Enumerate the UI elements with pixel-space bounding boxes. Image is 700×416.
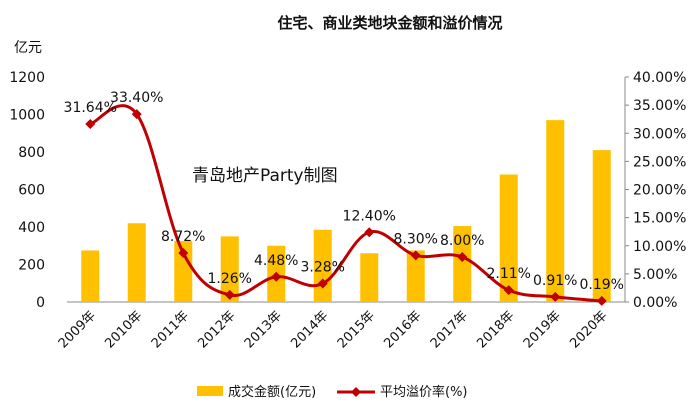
left-tick-label: 1000 bbox=[9, 108, 45, 124]
data-label: 1.26% bbox=[208, 271, 252, 287]
line-point-11 bbox=[550, 291, 561, 302]
x-tick-label: 2017年 bbox=[428, 308, 471, 351]
legend-line-label: 平均溢价率(%) bbox=[380, 384, 468, 400]
data-label: 8.72% bbox=[161, 229, 205, 245]
left-tick-label: 1200 bbox=[9, 70, 45, 86]
legend-bar-swatch bbox=[197, 386, 223, 396]
data-label: 8.30% bbox=[394, 231, 438, 247]
line-point-2 bbox=[131, 109, 142, 120]
x-tick-label: 2020年 bbox=[567, 308, 610, 351]
left-tick-label: 400 bbox=[18, 220, 45, 236]
data-label: 3.28% bbox=[301, 260, 345, 276]
x-tick-label: 2009年 bbox=[56, 308, 99, 351]
bar-3 bbox=[174, 241, 193, 302]
x-tick-label: 2014年 bbox=[288, 308, 331, 351]
x-tick-label: 2012年 bbox=[195, 308, 238, 351]
bar-2 bbox=[127, 223, 146, 302]
data-label: 33.40% bbox=[110, 90, 163, 106]
watermark-text: 青岛地产Party制图 bbox=[192, 166, 338, 186]
bar-7 bbox=[360, 253, 379, 302]
line-point-8 bbox=[410, 250, 421, 261]
left-tick-label: 600 bbox=[18, 183, 45, 199]
right-tick-label: 35.00% bbox=[633, 98, 686, 114]
data-label: 8.00% bbox=[440, 233, 484, 249]
bar-10 bbox=[499, 174, 518, 302]
x-tick-label: 2010年 bbox=[102, 308, 145, 351]
line-point-10 bbox=[503, 285, 514, 296]
x-tick-label: 2011年 bbox=[149, 308, 192, 351]
chart-title: 住宅、商业类地块金额和溢价情况 bbox=[277, 14, 502, 32]
line-point-7 bbox=[364, 227, 375, 238]
left-tick-label: 200 bbox=[18, 258, 45, 274]
data-label: 0.91% bbox=[533, 273, 577, 289]
right-tick-label: 25.00% bbox=[633, 154, 686, 170]
line-point-6 bbox=[317, 278, 328, 289]
x-tick-label: 2018年 bbox=[474, 308, 517, 351]
right-tick-label: 30.00% bbox=[633, 126, 686, 142]
bar-11 bbox=[546, 120, 565, 302]
x-tick-label: 2015年 bbox=[335, 308, 378, 351]
line-point-12 bbox=[596, 295, 607, 306]
right-tick-label: 10.00% bbox=[633, 239, 686, 255]
bar-9 bbox=[453, 226, 472, 302]
right-tick-label: 40.00% bbox=[633, 70, 686, 86]
line-point-5 bbox=[271, 271, 282, 282]
right-tick-label: 15.00% bbox=[633, 211, 686, 227]
left-tick-label: 0 bbox=[36, 295, 45, 311]
right-tick-label: 20.00% bbox=[633, 183, 686, 199]
right-tick-label: 5.00% bbox=[633, 267, 677, 283]
x-tick-label: 2019年 bbox=[521, 308, 564, 351]
data-label: 31.64% bbox=[64, 100, 117, 116]
x-tick-label: 2016年 bbox=[381, 308, 424, 351]
legend-bar-label: 成交金额(亿元) bbox=[228, 384, 316, 400]
x-tick-label: 2013年 bbox=[242, 308, 285, 351]
bar-1 bbox=[81, 250, 100, 302]
bar-12 bbox=[592, 150, 611, 302]
data-label: 2.11% bbox=[487, 266, 531, 282]
data-label: 12.40% bbox=[343, 208, 396, 224]
legend-line-marker bbox=[351, 387, 361, 397]
data-label: 4.48% bbox=[254, 253, 298, 269]
line-point-4 bbox=[224, 289, 235, 300]
line-point-1 bbox=[85, 119, 96, 130]
left-tick-label: 800 bbox=[18, 145, 45, 161]
line-point-9 bbox=[457, 252, 468, 262]
bar-4 bbox=[220, 236, 239, 302]
bar-8 bbox=[406, 250, 425, 302]
right-tick-label: 0.00% bbox=[633, 295, 677, 311]
data-label: 0.19% bbox=[580, 277, 624, 293]
left-axis-unit: 亿元 bbox=[14, 40, 42, 56]
line-point-3 bbox=[178, 247, 189, 258]
plot-area: 0 200 400 600 800 1000 1200 0.00% 5.00% 10.00% 15.… bbox=[9, 70, 686, 400]
